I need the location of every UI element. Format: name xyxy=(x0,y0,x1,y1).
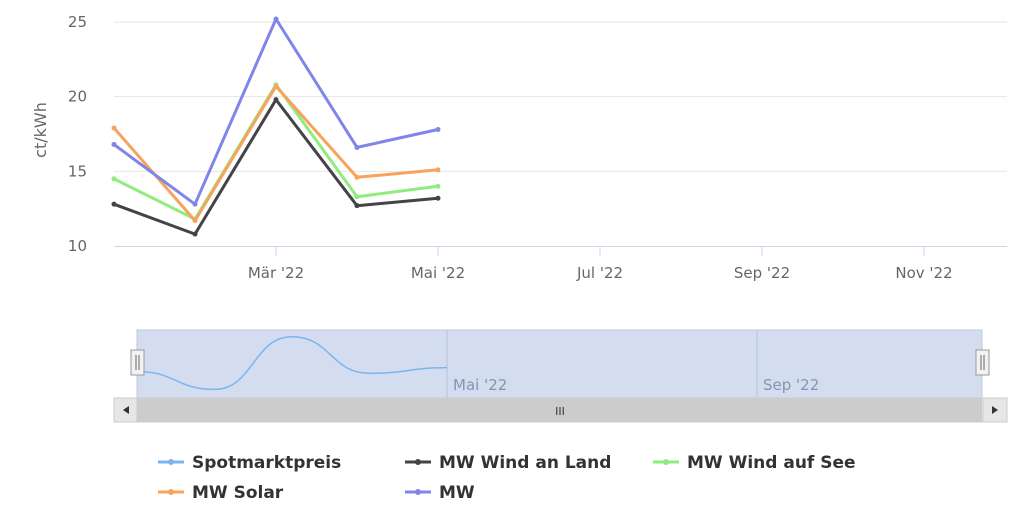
grid-lines xyxy=(114,21,1007,172)
legend-item-mw[interactable]: MW xyxy=(405,483,475,503)
data-point xyxy=(354,144,360,150)
legend: Spotmarktpreis MW Wind an Land MW Wind auf… xyxy=(158,453,856,503)
x-tick-label: Sep '22 xyxy=(734,264,790,282)
legend-marker xyxy=(168,489,174,495)
scrollbar-thumb[interactable] xyxy=(137,398,982,422)
x-tick-label: Jul '22 xyxy=(576,264,623,282)
navigator-selected-range[interactable] xyxy=(136,329,983,399)
data-point xyxy=(192,231,198,237)
navigator-handle-left[interactable] xyxy=(130,349,145,376)
scrollbar[interactable]: III xyxy=(113,397,1008,423)
x-axis: Mär '22 Mai '22 Jul '22 Sep '22 Nov '22 xyxy=(114,246,1007,282)
legend-item-spotmarktpreis[interactable]: Spotmarktpreis xyxy=(158,453,341,473)
navigator[interactable]: Mai '22 Sep '22 xyxy=(114,329,1007,399)
legend-label: Spotmarktpreis xyxy=(192,453,341,473)
y-tick-label: 15 xyxy=(68,162,87,180)
navigator-labels: Mai '22 Sep '22 xyxy=(453,376,819,394)
scrollbar-grip: III xyxy=(555,405,565,418)
y-axis: ct/kWh 10 15 20 25 xyxy=(31,13,87,255)
legend-marker xyxy=(168,459,174,465)
legend-label: MW Wind an Land xyxy=(439,453,611,473)
data-point xyxy=(354,194,360,200)
data-point xyxy=(273,83,279,89)
data-point xyxy=(111,176,117,182)
navigator-grid xyxy=(446,330,758,398)
x-tick-label: Mär '22 xyxy=(248,264,304,282)
scrollbar-right-arrow[interactable] xyxy=(982,397,1008,423)
legend-item-mw-wind-an-land[interactable]: MW Wind an Land xyxy=(405,453,611,473)
legend-label: MW Wind auf See xyxy=(687,453,856,473)
arrow-left-icon xyxy=(123,406,129,414)
arrow-right-icon xyxy=(992,406,998,414)
series-line-mw-wind-an-land xyxy=(113,98,439,236)
data-point xyxy=(111,201,117,207)
data-point xyxy=(435,127,441,133)
y-axis-title: ct/kWh xyxy=(31,102,50,158)
navigator-line xyxy=(136,336,448,391)
data-point xyxy=(435,195,441,201)
data-point xyxy=(192,218,198,224)
series-line-mw-wind-auf-see xyxy=(113,83,439,221)
legend-item-mw-wind-auf-see[interactable]: MW Wind auf See xyxy=(653,453,856,473)
navigator-handle-right[interactable] xyxy=(975,349,990,376)
data-point xyxy=(273,97,279,103)
x-tick-label: Mai '22 xyxy=(411,264,465,282)
data-point xyxy=(111,141,117,147)
data-point xyxy=(435,183,441,189)
series-line-mw xyxy=(113,17,439,206)
series-lines xyxy=(111,16,441,237)
legend-label: MW xyxy=(439,483,475,503)
data-point xyxy=(192,201,198,207)
data-point xyxy=(354,203,360,209)
legend-marker xyxy=(415,459,421,465)
legend-label: MW Solar xyxy=(192,483,284,503)
x-tick-label: Nov '22 xyxy=(895,264,952,282)
y-tick-label: 10 xyxy=(68,237,87,255)
series-line-mw-solar xyxy=(112,84,439,223)
navigator-tick-label: Mai '22 xyxy=(453,376,507,394)
data-point xyxy=(111,125,117,131)
y-tick-label: 25 xyxy=(68,13,87,31)
scrollbar-left-arrow[interactable] xyxy=(113,397,138,423)
data-point xyxy=(354,174,360,180)
legend-item-mw-solar[interactable]: MW Solar xyxy=(158,483,284,503)
legend-marker xyxy=(663,459,669,465)
data-point xyxy=(273,16,279,22)
data-point xyxy=(435,167,441,173)
y-tick-label: 20 xyxy=(68,88,87,106)
legend-marker xyxy=(415,489,421,495)
navigator-tick-label: Sep '22 xyxy=(763,376,819,394)
